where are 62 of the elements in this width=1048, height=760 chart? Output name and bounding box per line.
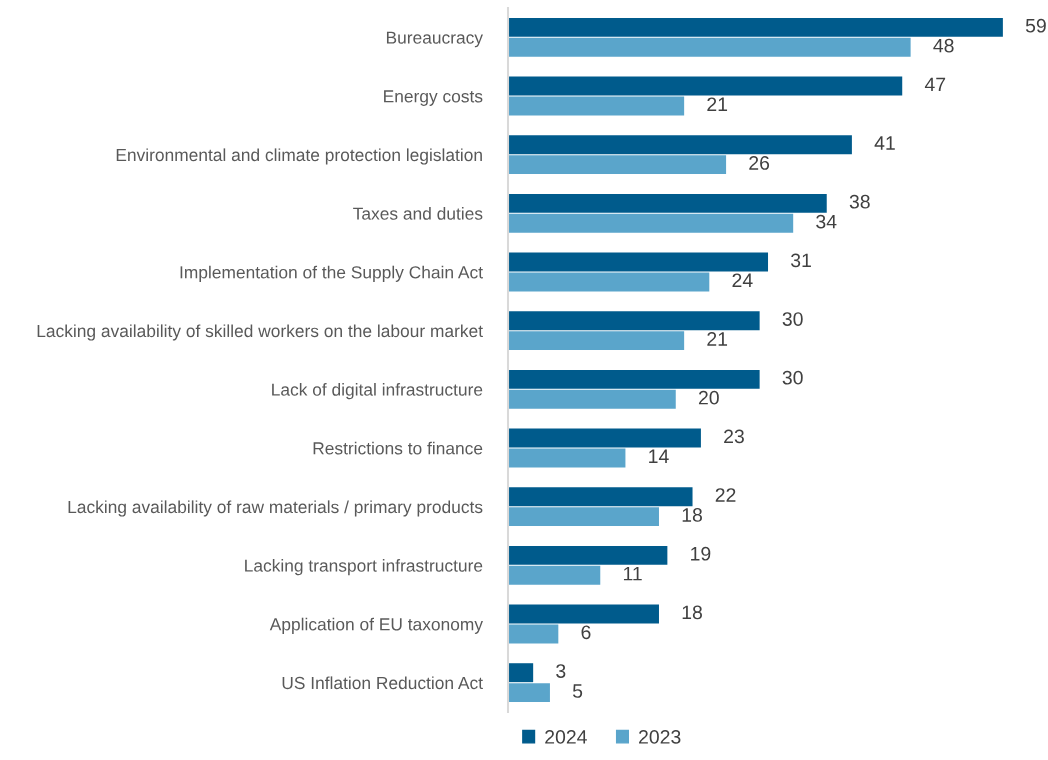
y-tick-label: Implementation of the Supply Chain Act: [180, 265, 483, 282]
legend-label: 2024: [545, 730, 587, 744]
bar: [508, 389, 676, 409]
data-label: 14: [649, 449, 669, 463]
y-tick-label: Lacking availability of raw materials / primary products: [68, 500, 483, 517]
legend-label: 2023: [639, 730, 681, 744]
data-label: 31: [790, 253, 811, 268]
bar: [508, 252, 769, 272]
bar: [508, 507, 659, 527]
data-label: 38: [849, 194, 870, 209]
bar: [508, 331, 685, 351]
y-tick-label: Lacking transport infrastructure: [245, 559, 483, 576]
bar: [508, 17, 1003, 37]
data-label: 48: [933, 38, 954, 53]
bar: [508, 193, 827, 213]
y-tick-label: Energy costs: [384, 90, 483, 106]
bar: [508, 683, 550, 703]
y-tick-label: Bureaucracy: [386, 31, 483, 48]
bar: [508, 545, 668, 565]
bar: [508, 96, 685, 116]
data-label: 21: [707, 332, 728, 346]
bar: [508, 624, 559, 644]
bar: [508, 369, 760, 389]
bar: [508, 565, 601, 585]
data-label: 18: [682, 605, 702, 620]
data-label: 41: [874, 136, 895, 150]
data-label: 3: [556, 664, 566, 678]
data-label: 18: [682, 508, 702, 522]
y-tick-label: Lack of digital infrastructure: [272, 383, 483, 400]
bar: [508, 155, 727, 175]
bar: [508, 76, 903, 96]
y-tick-label: Lacking availability of skilled workers on the labour market: [37, 324, 483, 341]
data-label: 20: [698, 390, 719, 405]
bar: [508, 604, 659, 624]
data-label: 6: [581, 625, 591, 640]
y-tick-label: Restrictions to finance: [313, 441, 483, 455]
data-label: 30: [782, 312, 803, 326]
data-label: 19: [691, 546, 711, 561]
bar: [508, 272, 710, 292]
data-label: 59: [1025, 18, 1046, 33]
bar: [508, 213, 794, 233]
data-label: 34: [816, 214, 837, 229]
bar: [508, 135, 852, 155]
y-tick-label: Taxes and duties: [353, 207, 483, 220]
bar: [508, 428, 701, 448]
bar: [508, 663, 534, 683]
data-label: 23: [724, 429, 744, 444]
data-label: 30: [782, 370, 803, 385]
y-tick-label: US Inflation Reduction Act: [282, 676, 483, 690]
bar: [508, 37, 911, 57]
data-label: 47: [924, 77, 946, 92]
data-label: 26: [749, 156, 770, 170]
data-label: 24: [732, 273, 753, 287]
y-tick-label: Application of EU taxonomy: [269, 617, 483, 634]
bar: [508, 487, 693, 507]
data-label: 5: [572, 684, 583, 698]
data-label: 21: [707, 97, 728, 111]
y-tick-label: Environmental and climate protection legislation: [116, 148, 482, 165]
data-label: 22: [715, 488, 736, 502]
bar: [508, 311, 760, 331]
bar: [508, 448, 626, 468]
data-label: 11: [623, 566, 642, 581]
